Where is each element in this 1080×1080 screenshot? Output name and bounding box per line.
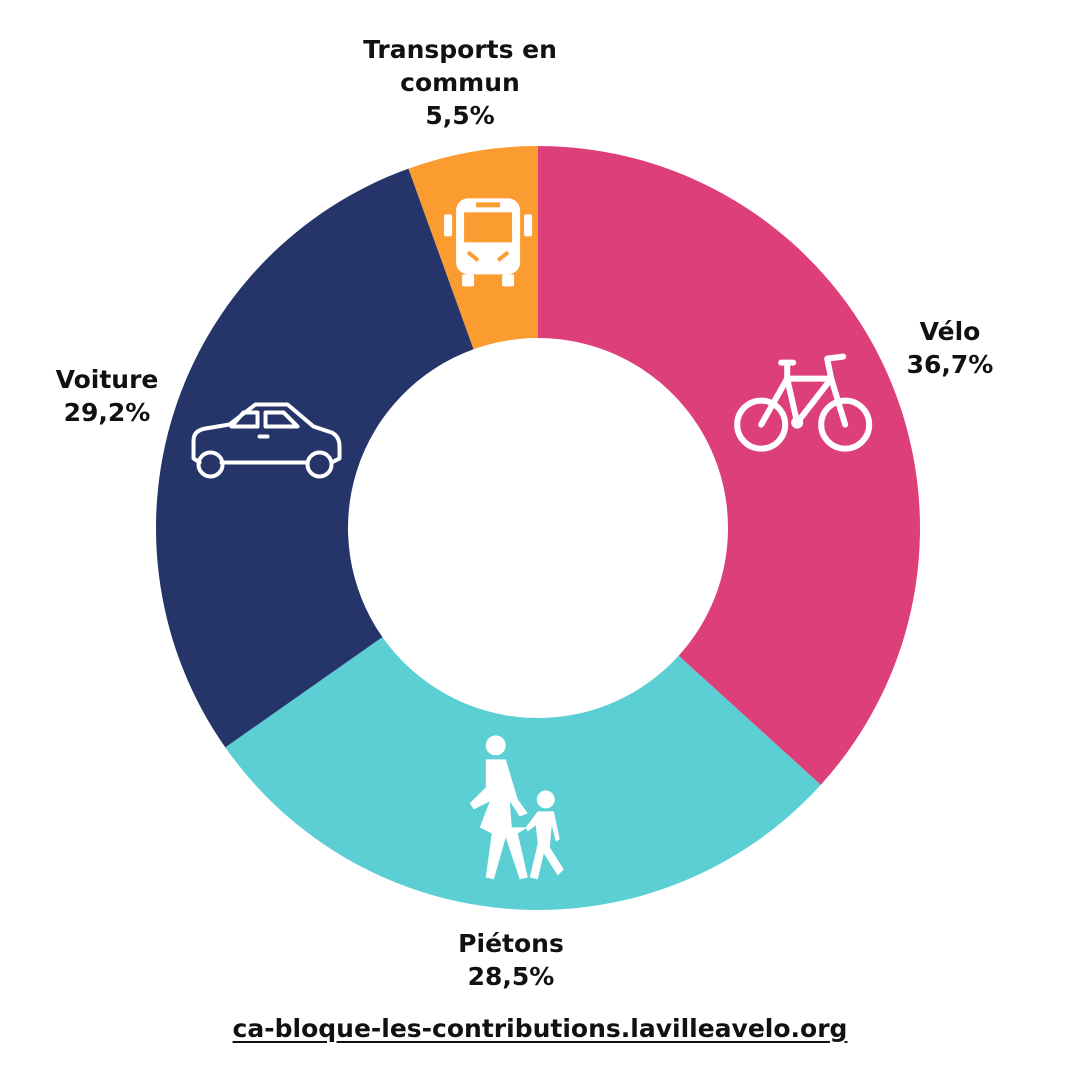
pedestrians-icon: [469, 735, 564, 880]
footer-link[interactable]: ca-bloque-les-contributions.lavilleavelo…: [232, 1014, 848, 1043]
footer: ca-bloque-les-contributions.lavilleavelo…: [0, 1014, 1080, 1043]
slice-pietons: [225, 637, 821, 910]
label-transports-en-commun: Transports en commun 5,5%: [363, 35, 557, 130]
bicycle-icon: [734, 353, 873, 452]
label-velo: Vélo 36,7%: [907, 317, 994, 379]
slice-velo: [538, 146, 920, 785]
label-voiture: Voiture 29,2%: [56, 365, 159, 427]
slice-voiture: [155, 168, 474, 748]
label-pietons: Piétons 28,5%: [458, 929, 564, 991]
bus-icon: [444, 198, 533, 287]
car-icon: [191, 402, 342, 479]
